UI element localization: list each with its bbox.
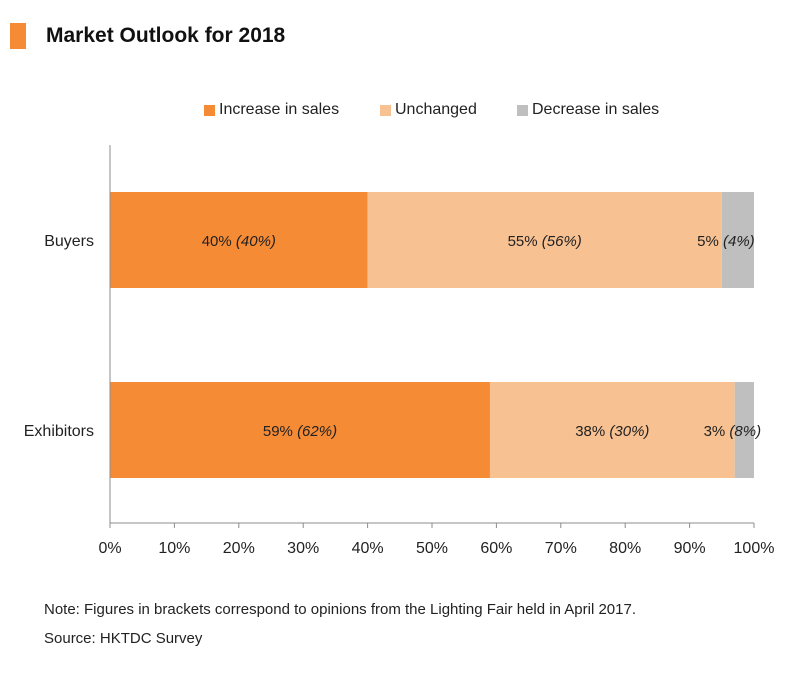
x-tick-label: 40% [352,540,384,557]
bar-segment-buyers-1 [110,192,368,288]
title-accent-bar [10,23,26,49]
data-label-buyers-2: 55% (56%) [508,233,582,250]
x-tick-label: 60% [480,540,512,557]
legend-label-increase: Increase in sales [219,101,340,118]
data-label-exhibitors-3: 3% (8%) [704,423,762,440]
x-tick-label: 20% [223,540,255,557]
legend-label-unchanged: Unchanged [395,101,477,118]
x-tick-label: 100% [734,540,775,557]
data-label-exhibitors-2: 38% (30%) [575,423,649,440]
x-tick-label: 50% [416,540,448,557]
bar-segment-exhibitors-1 [110,382,490,478]
bar-segment-exhibitors-2 [489,382,735,478]
chart-title-block: Market Outlook for 2018 [10,22,285,50]
legend-label-decrease: Decrease in sales [532,101,660,118]
chart-note: Note: Figures in brackets correspond to … [44,601,636,618]
x-tick-label: 0% [98,540,121,557]
chart-legend: Increase in sales Unchanged Decrease in … [0,101,796,123]
chart-title: Market Outlook for 2018 [46,24,286,47]
category-label-exhibitors: Exhibitors [24,423,94,440]
x-tick-label: 10% [158,540,190,557]
data-label-exhibitors-1: 59% (62%) [263,423,337,440]
bar-segment-buyers-2 [367,192,722,288]
data-label-buyers-3: 5% (4%) [697,233,755,250]
x-tick-label: 70% [545,540,577,557]
legend-swatch-increase [204,104,215,116]
legend-item-decrease: Decrease in sales [517,101,659,119]
x-tick-label: 30% [287,540,319,557]
data-label-buyers-1: 40% (40%) [202,233,276,250]
bar-segment-exhibitors-3 [734,382,754,478]
category-label-buyers: Buyers [44,233,94,250]
legend-item-unchanged: Unchanged [380,101,477,119]
legend-item-increase: Increase in sales [204,101,339,119]
bar-segment-buyers-3 [721,192,754,288]
legend-swatch-unchanged [380,104,391,116]
chart-source: Source: HKTDC Survey [44,630,203,647]
legend-swatch-decrease [517,104,528,116]
x-tick-label: 80% [609,540,641,557]
x-tick-label: 90% [674,540,706,557]
